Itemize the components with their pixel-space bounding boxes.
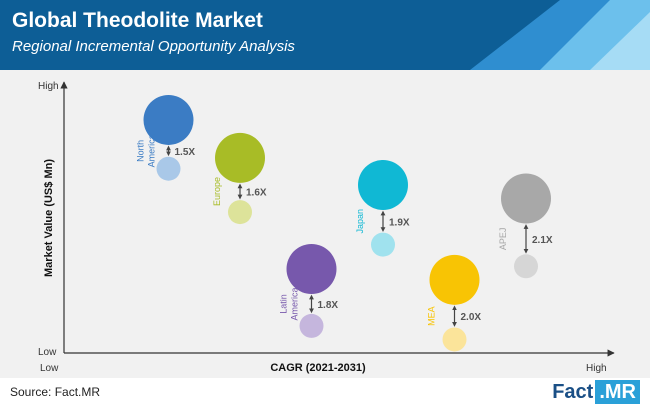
japan-multiplier-label: 1.9X — [389, 217, 410, 228]
logo-suffix: .MR — [595, 380, 640, 404]
apej-region-label: APEJ — [498, 228, 508, 251]
latin-america-small-bubble — [299, 313, 324, 338]
plot-area: High Low Low High CAGR (2021-2031) Marke… — [0, 70, 650, 378]
bubble-chart: High Low Low High CAGR (2021-2031) Marke… — [38, 81, 615, 374]
mea-region-label: MEA — [427, 306, 437, 326]
apej-small-bubble — [514, 254, 538, 279]
japan-region-label: Japan — [355, 209, 365, 234]
japan-region-label-line: Japan — [355, 209, 365, 234]
japan-small-bubble — [371, 232, 395, 257]
mea-small-bubble — [442, 327, 467, 352]
chart-marks: 1.5XNorthAmerica1.6XEurope1.8XLatinAmeri… — [136, 94, 553, 352]
chart-title: Global Theodolite Market — [12, 9, 263, 32]
logo-text: Fact — [552, 380, 594, 403]
mea-region-label-line: MEA — [427, 306, 437, 326]
y-tick-low: Low — [38, 347, 57, 358]
source-note: Source: Fact.MR — [10, 385, 101, 399]
apej-multiplier-label: 2.1X — [532, 235, 553, 246]
north-america-region-label: NorthAmerica — [136, 134, 157, 167]
y-tick-high: High — [38, 81, 59, 92]
europe-region-label: Europe — [212, 177, 222, 206]
north-america-big-bubble — [143, 94, 194, 145]
header-banner: Global Theodolite Market Regional Increm… — [0, 0, 650, 70]
latin-america-region-label: LatinAmerica — [279, 287, 300, 320]
latin-america-multiplier-label: 1.8X — [318, 300, 339, 311]
x-axis-label: CAGR (2021-2031) — [270, 362, 366, 374]
apej-big-bubble — [501, 173, 551, 224]
x-tick-low: Low — [40, 363, 59, 374]
north-america-region-label-line: America — [147, 134, 157, 167]
mea-multiplier-label: 2.0X — [461, 312, 482, 323]
latin-america-region-label-line: Latin — [279, 294, 289, 314]
europe-small-bubble — [228, 200, 252, 225]
factmr-logo: Fact .MR — [552, 380, 640, 404]
latin-america-big-bubble — [286, 243, 337, 294]
chart-subtitle: Regional Incremental Opportunity Analysi… — [12, 38, 295, 55]
banner-stripe-3 — [590, 12, 650, 70]
y-axis-label: Market Value (US$ Mn) — [43, 159, 55, 277]
apej-region-label-line: APEJ — [498, 228, 508, 251]
europe-big-bubble — [215, 132, 265, 183]
mea-big-bubble — [429, 254, 480, 305]
europe-multiplier-label: 1.6X — [246, 187, 267, 198]
latin-america-region-label-line: America — [290, 287, 300, 320]
north-america-region-label-line: North — [136, 140, 146, 162]
north-america-multiplier-label: 1.5X — [175, 147, 196, 158]
footer: Source: Fact.MR Fact .MR — [0, 378, 650, 408]
europe-region-label-line: Europe — [212, 177, 222, 206]
x-tick-high: High — [586, 363, 607, 374]
north-america-small-bubble — [156, 156, 181, 181]
banner-decoration — [470, 0, 650, 70]
japan-big-bubble — [358, 159, 408, 210]
